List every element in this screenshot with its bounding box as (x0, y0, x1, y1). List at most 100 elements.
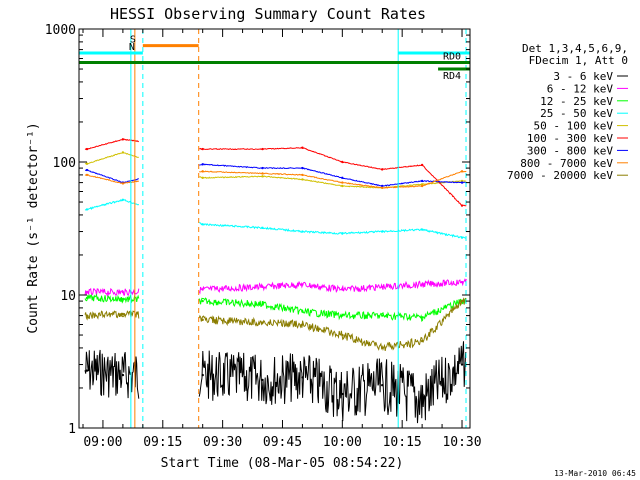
series-3-group (84, 293, 467, 322)
series-9-point-5 (301, 323, 304, 326)
series-4-group (84, 198, 467, 239)
series-2-point-1 (85, 290, 89, 294)
series-9-line-2 (198, 297, 467, 352)
x-tick-label-7: 10:30 (442, 435, 481, 450)
series-5-point-5 (301, 178, 304, 181)
series-7-point-9 (460, 181, 464, 184)
x-tick-label-3: 09:30 (203, 435, 242, 450)
series-3-point-7 (381, 314, 384, 317)
legend-label-2: 6 - 12 keV (547, 82, 614, 95)
series-1-point-2 (121, 373, 125, 377)
series-2-point-8 (420, 283, 424, 286)
legend-label-6: 100 - 300 keV (527, 132, 613, 145)
series-9-point-4 (261, 321, 264, 324)
series-2-point-2 (121, 290, 125, 294)
series-4-point-8 (420, 228, 424, 231)
series-8-line-2 (199, 170, 467, 189)
series-4-line-2 (198, 221, 467, 239)
flag-label-1: S (130, 35, 136, 46)
series-1-group (84, 341, 467, 424)
series-9-point-3 (201, 318, 204, 322)
series-5-point-3 (201, 176, 204, 180)
series-4-point-7 (381, 230, 384, 233)
legend-label-9: 7000 - 20000 keV (507, 169, 613, 182)
series-4-point-4 (261, 226, 264, 230)
series-4-line-1 (84, 198, 140, 211)
series-9-point-9 (460, 299, 464, 303)
series-5-point-4 (261, 175, 264, 178)
series-2-point-3 (201, 288, 204, 291)
series-2-point-7 (381, 285, 384, 289)
axis-ticks: 09:00 09:15 09:30 09:45 10:00 10:15 10:30 1 10 10… (45, 23, 482, 450)
series-9-group (84, 297, 467, 352)
series-6-point-5 (301, 146, 304, 149)
legend-label-1: 3 - 6 keV (553, 70, 613, 83)
series-2-point-4 (261, 285, 264, 289)
series-1-point-8 (420, 399, 424, 403)
legend-header-1: Det 1,3,4,5,6,9, (522, 42, 628, 55)
series-9-point-2 (121, 312, 125, 316)
series-3-point-4 (261, 303, 264, 306)
series-6-point-1 (85, 147, 89, 151)
legend: Det 1,3,4,5,6,9,FDecim 1, Att 0 3 - 6 keV… (507, 42, 628, 182)
series-8-point-4 (261, 172, 264, 175)
series-9-point-1 (85, 314, 89, 317)
x-tick-label-2: 09:15 (143, 435, 182, 450)
series-7-point-8 (420, 179, 424, 183)
series-7-point-7 (381, 184, 384, 188)
x-tick-label-5: 10:00 (323, 435, 362, 450)
x-tick-label-1: 09:00 (83, 435, 122, 450)
series-2-line-2 (198, 278, 467, 295)
series-5-point-1 (85, 162, 89, 165)
flag-label-2: N (129, 42, 135, 53)
series-9-line-1 (84, 310, 140, 321)
series-7-point-1 (85, 168, 89, 172)
series-1-point-6 (341, 392, 344, 396)
series-8-point-8 (420, 184, 424, 188)
series-9-point-6 (341, 333, 344, 337)
series-1-point-7 (381, 383, 384, 387)
series-2-group (84, 278, 467, 297)
series-8-point-9 (460, 170, 464, 173)
series-6-point-8 (420, 163, 424, 167)
series-7-point-6 (341, 176, 344, 180)
series-4-point-5 (301, 230, 304, 233)
legend-label-5: 50 - 100 keV (534, 120, 614, 133)
series-8-point-5 (301, 173, 304, 177)
y-tick-label-4: 1000 (45, 23, 76, 38)
y-tick-label-1: 1 (68, 422, 76, 437)
series-6-point-7 (381, 168, 384, 171)
series-1-point-4 (261, 378, 264, 382)
series-1-line-2 (198, 341, 467, 424)
series-4-point-3 (201, 223, 204, 226)
series-2-line-1 (84, 287, 140, 297)
flag-label-4: RD0 (443, 51, 461, 62)
series-2-point-9 (460, 280, 464, 284)
series-8-point-3 (201, 170, 204, 173)
series-3-point-8 (420, 316, 424, 319)
series-7-point-4 (261, 166, 264, 170)
series-3-point-6 (341, 314, 344, 317)
series-2-point-6 (341, 288, 344, 291)
series-8-line-1 (84, 174, 140, 185)
series-6-point-3 (201, 147, 204, 151)
x-tick-label-6: 10:15 (383, 435, 422, 450)
series-1-point-3 (201, 373, 204, 377)
y-axis-label: Count Rate (s⁻¹ detector⁻¹) (26, 122, 41, 333)
series-5-point-8 (420, 183, 424, 186)
series-6-group (84, 138, 467, 207)
series-6-point-4 (261, 147, 264, 151)
series-5-line-1 (84, 152, 139, 165)
legend-label-4: 25 - 50 keV (540, 107, 613, 120)
series-7-line-2 (199, 163, 467, 187)
series-4-point-2 (121, 198, 125, 201)
plot-area: SN RD0 RD4 (79, 29, 470, 428)
series-7-line-1 (84, 169, 139, 184)
series-3-point-2 (121, 297, 125, 301)
series-5-point-2 (121, 151, 125, 154)
series-8-point-7 (381, 186, 384, 189)
series-6-point-2 (121, 138, 125, 141)
series-5-group (84, 151, 467, 189)
legend-label-7: 300 - 800 keV (527, 144, 613, 157)
